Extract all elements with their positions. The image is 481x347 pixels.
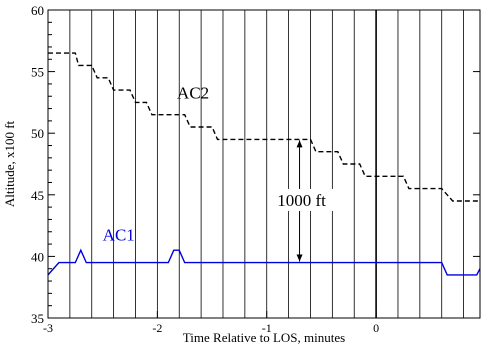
annotation-arrowhead-down (296, 254, 303, 262)
annotation-arrowhead-up (296, 140, 303, 148)
y-tick-label: 35 (31, 311, 44, 326)
x-tick-label: -2 (152, 321, 162, 335)
y-tick-label: 45 (31, 188, 44, 203)
y-axis-label: Altitude, x100 ft (2, 120, 17, 207)
series-label-ac2: AC2 (177, 84, 209, 103)
annotation-label-background (271, 188, 340, 211)
series-line-ac2 (48, 52, 480, 202)
series-label-ac1: AC1 (103, 225, 135, 244)
plot-area-frame (47, 9, 481, 319)
series-line-ac1 (47, 248, 481, 276)
annotation-layer: 1000 ft (271, 140, 340, 262)
series-layer: AC1 AC2 (47, 52, 481, 276)
axis-ticks: -3 -2 -1 0 35 40 45 50 55 60 (31, 3, 480, 335)
x-tick-label: -3 (43, 321, 53, 335)
y-tick-label: 60 (31, 3, 44, 18)
x-tick-label: 0 (373, 321, 379, 335)
x-tick-label: -1 (262, 321, 272, 335)
annotation-label: 1000 ft (277, 191, 326, 210)
y-tick-label: 50 (31, 126, 44, 141)
grid-layer (69, 10, 464, 318)
y-tick-label: 40 (31, 249, 44, 264)
x-axis-label: Time Relative to LOS, minutes (183, 330, 345, 345)
y-tick-label: 55 (31, 65, 44, 80)
